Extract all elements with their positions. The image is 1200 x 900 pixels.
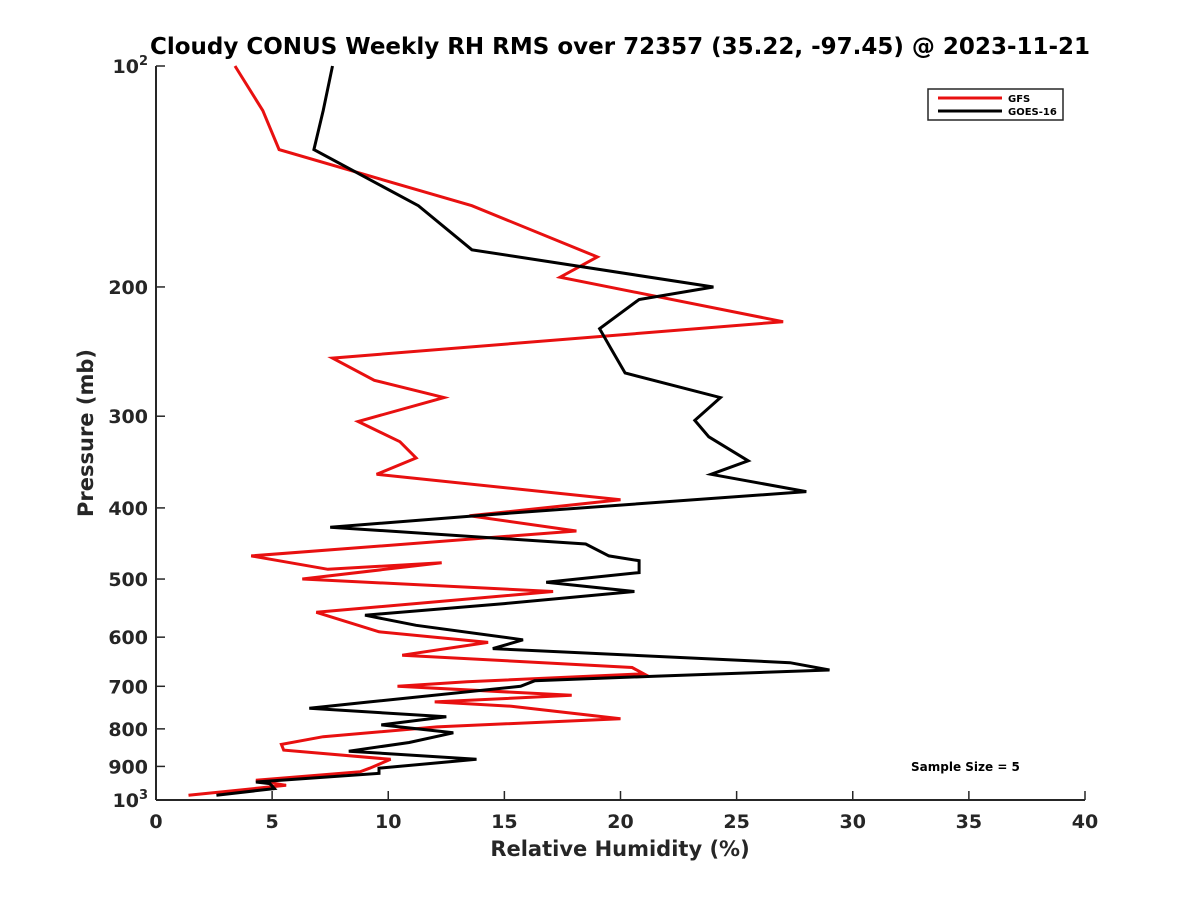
legend: GFS GOES-16 <box>927 88 1064 121</box>
y-tick-base: 10 <box>113 56 139 78</box>
y-tick-exponent: 2 <box>139 54 148 69</box>
plot-area <box>155 66 1085 801</box>
x-tick-label: 15 <box>491 811 517 833</box>
y-tick-base: 900 <box>108 756 148 778</box>
y-tick-label: 900 <box>108 756 148 778</box>
y-tick-base: 10 <box>113 790 139 812</box>
y-tick-base: 800 <box>108 719 148 741</box>
y-axis-label: Pressure (mb) <box>74 349 98 517</box>
x-tick-label: 10 <box>375 811 401 833</box>
x-tick-label: 30 <box>840 811 866 833</box>
x-tick-label: 25 <box>723 811 749 833</box>
y-tick-base: 200 <box>108 277 148 299</box>
y-tick-exponent: 3 <box>139 788 148 803</box>
chart-title: Cloudy CONUS Weekly RH RMS over 72357 (3… <box>150 34 1090 60</box>
y-tick-base: 600 <box>108 627 148 649</box>
legend-box <box>927 88 1064 121</box>
x-tick-label: 0 <box>149 811 162 833</box>
series-line-gfs <box>188 65 784 797</box>
x-axis-ticks: 0 5 10 15 20 25 30 35 40 <box>149 791 1098 833</box>
legend-label-goes-16: GOES-16 <box>1008 107 1057 118</box>
y-tick-label: 103 <box>113 788 149 812</box>
series-line-goes-16 <box>216 65 830 797</box>
y-tick-label: 500 <box>108 569 148 591</box>
y-tick-label: 102 <box>113 54 149 78</box>
y-tick-base: 400 <box>108 498 148 520</box>
y-tick-label: 200 <box>108 277 148 299</box>
y-tick-base: 700 <box>108 676 148 698</box>
y-tick-label: 700 <box>108 676 148 698</box>
x-tick-label: 40 <box>1072 811 1098 833</box>
y-tick-label: 300 <box>108 406 148 428</box>
y-tick-base: 500 <box>108 569 148 591</box>
y-tick-base: 300 <box>108 406 148 428</box>
legend-label-gfs: GFS <box>1008 94 1030 105</box>
series-layer <box>188 65 830 797</box>
y-tick-label: 600 <box>108 627 148 649</box>
y-tick-label: 800 <box>108 719 148 741</box>
x-tick-label: 20 <box>607 811 633 833</box>
x-tick-label: 5 <box>266 811 279 833</box>
x-tick-label: 35 <box>956 811 982 833</box>
sample-size-annotation: Sample Size = 5 <box>911 760 1020 774</box>
y-tick-label: 400 <box>108 498 148 520</box>
x-axis-label: Relative Humidity (%) <box>490 837 749 861</box>
